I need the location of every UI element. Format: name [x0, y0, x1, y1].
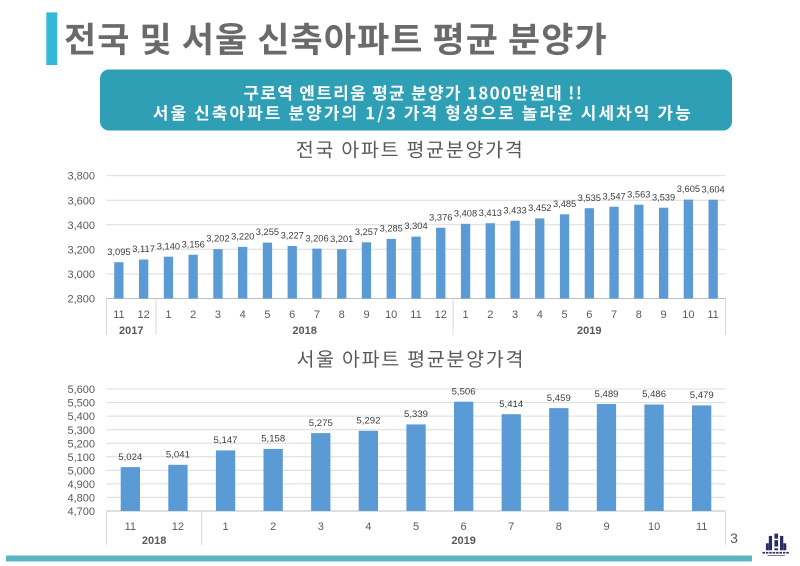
svg-text:4: 4 [365, 521, 371, 533]
svg-text:3,400: 3,400 [67, 220, 95, 232]
svg-text:5,489: 5,489 [594, 389, 618, 400]
svg-text:9: 9 [363, 309, 369, 321]
svg-text:6: 6 [289, 309, 295, 321]
svg-text:5,275: 5,275 [309, 418, 333, 429]
svg-text:1: 1 [222, 521, 228, 533]
svg-text:9: 9 [661, 309, 667, 321]
svg-text:11: 11 [410, 309, 421, 321]
svg-text:5,459: 5,459 [547, 393, 571, 404]
svg-text:3,413: 3,413 [479, 208, 502, 218]
svg-text:11: 11 [113, 309, 124, 321]
svg-text:12: 12 [435, 309, 447, 321]
svg-text:1: 1 [462, 309, 468, 321]
svg-text:3,000: 3,000 [67, 269, 95, 281]
svg-text:3,539: 3,539 [652, 192, 675, 202]
svg-text:5,600: 5,600 [67, 384, 95, 396]
svg-text:3,201: 3,201 [330, 234, 353, 244]
svg-text:3,605: 3,605 [677, 184, 700, 194]
svg-text:2018: 2018 [292, 325, 316, 337]
svg-text:3,255: 3,255 [256, 227, 279, 237]
svg-text:8: 8 [556, 521, 562, 533]
svg-text:5,000: 5,000 [67, 465, 95, 477]
svg-text:8: 8 [339, 309, 345, 321]
svg-text:7: 7 [508, 521, 514, 533]
svg-text:4,900: 4,900 [67, 479, 95, 491]
svg-text:11: 11 [707, 309, 718, 321]
svg-text:3,535: 3,535 [578, 193, 601, 203]
svg-text:5,486: 5,486 [642, 389, 666, 400]
svg-text:10: 10 [648, 521, 660, 533]
svg-text:2017: 2017 [119, 325, 143, 337]
svg-text:7: 7 [611, 309, 617, 321]
svg-text:11: 11 [125, 521, 136, 533]
svg-text:5,506: 5,506 [452, 387, 476, 398]
svg-text:3,600: 3,600 [67, 195, 95, 207]
svg-text:12: 12 [172, 521, 184, 533]
svg-text:5,100: 5,100 [67, 452, 95, 464]
svg-text:2019: 2019 [451, 535, 475, 547]
svg-text:3,452: 3,452 [528, 203, 551, 213]
svg-text:5,300: 5,300 [67, 425, 95, 437]
svg-text:10: 10 [385, 309, 397, 321]
svg-text:3,206: 3,206 [305, 233, 328, 243]
svg-text:5,041: 5,041 [166, 450, 190, 461]
svg-text:3,257: 3,257 [355, 227, 378, 237]
svg-text:3,117: 3,117 [132, 244, 155, 254]
svg-text:3,408: 3,408 [454, 208, 477, 218]
svg-text:5,400: 5,400 [67, 411, 95, 423]
svg-text:3,563: 3,563 [627, 189, 650, 199]
svg-text:2018: 2018 [142, 535, 166, 547]
svg-text:3: 3 [730, 530, 738, 546]
svg-text:1: 1 [165, 309, 171, 321]
svg-text:3,376: 3,376 [429, 212, 452, 222]
svg-text:5: 5 [562, 309, 568, 321]
svg-text:3,304: 3,304 [404, 221, 427, 231]
svg-text:3,485: 3,485 [553, 199, 576, 209]
svg-text:3,095: 3,095 [107, 247, 130, 257]
svg-text:3,200: 3,200 [67, 244, 95, 256]
svg-text:5,147: 5,147 [213, 435, 237, 446]
svg-text:5,024: 5,024 [118, 452, 143, 463]
svg-text:4: 4 [537, 309, 543, 321]
svg-text:3: 3 [318, 521, 324, 533]
svg-text:3,220: 3,220 [231, 232, 254, 242]
svg-text:5: 5 [264, 309, 270, 321]
svg-text:5,200: 5,200 [67, 438, 95, 450]
svg-text:3: 3 [512, 309, 518, 321]
svg-text:2: 2 [190, 309, 196, 321]
svg-text:3,202: 3,202 [206, 234, 229, 244]
svg-text:2: 2 [270, 521, 276, 533]
svg-text:2: 2 [487, 309, 493, 321]
svg-text:5,158: 5,158 [261, 434, 285, 445]
svg-text:2019: 2019 [577, 325, 601, 337]
svg-text:3,800: 3,800 [67, 171, 95, 183]
svg-text:2,800: 2,800 [67, 294, 95, 306]
svg-text:3,285: 3,285 [380, 224, 403, 234]
svg-text:8: 8 [636, 309, 642, 321]
svg-text:7: 7 [314, 309, 320, 321]
svg-text:3,227: 3,227 [281, 231, 304, 241]
svg-text:5,339: 5,339 [404, 409, 428, 420]
svg-text:3,547: 3,547 [602, 191, 625, 201]
svg-text:5: 5 [413, 521, 419, 533]
svg-text:4: 4 [240, 309, 246, 321]
svg-text:3,433: 3,433 [503, 205, 526, 215]
svg-text:12: 12 [137, 309, 149, 321]
svg-text:4,700: 4,700 [67, 506, 95, 518]
svg-text:5,292: 5,292 [356, 416, 380, 427]
svg-text:5,479: 5,479 [690, 390, 714, 401]
svg-text:4,800: 4,800 [67, 493, 95, 505]
svg-text:3,140: 3,140 [157, 241, 180, 251]
svg-text:5,414: 5,414 [499, 399, 524, 410]
svg-text:11: 11 [696, 521, 707, 533]
svg-text:3: 3 [215, 309, 221, 321]
svg-text:6: 6 [586, 309, 592, 321]
svg-text:5,500: 5,500 [67, 398, 95, 410]
svg-text:3,156: 3,156 [182, 239, 205, 249]
svg-text:10: 10 [682, 309, 694, 321]
svg-text:6: 6 [461, 521, 467, 533]
svg-text:9: 9 [603, 521, 609, 533]
svg-text:3,604: 3,604 [701, 184, 724, 194]
